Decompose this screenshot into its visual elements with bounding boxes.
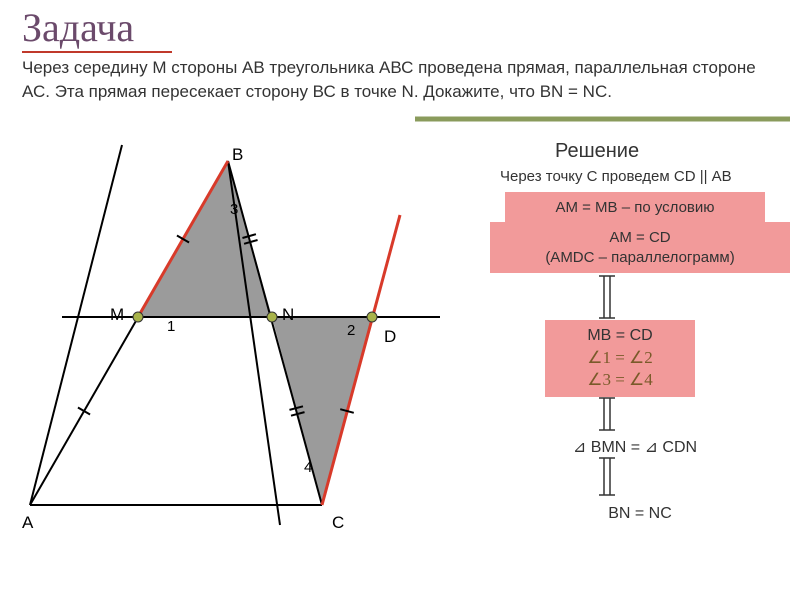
proof-connector	[0, 0, 800, 600]
vertex-label: D	[384, 327, 396, 347]
angle-label: 4	[304, 459, 312, 476]
vertex-label: A	[22, 513, 33, 533]
vertex-label: B	[232, 145, 243, 165]
vertex-label: N	[282, 305, 294, 325]
vertex-label: M	[110, 305, 124, 325]
angle-label: 1	[167, 318, 175, 335]
angle-label: 3	[230, 201, 238, 218]
vertex-label: C	[332, 513, 344, 533]
angle-label: 2	[347, 322, 355, 339]
